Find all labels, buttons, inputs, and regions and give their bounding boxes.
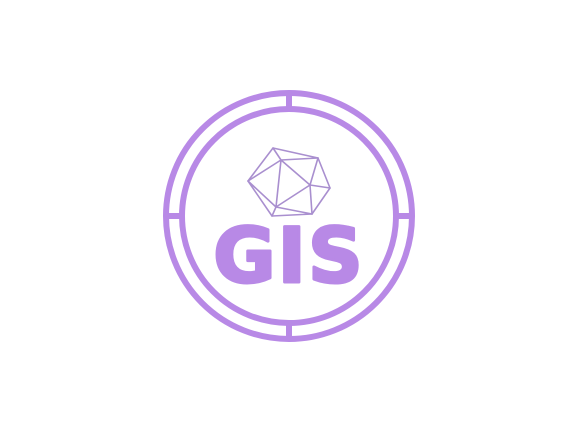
- logo-wordmark: GIS: [213, 211, 364, 300]
- d20-polyhedron-icon: [247, 147, 331, 217]
- ring-spokes: [165, 92, 413, 340]
